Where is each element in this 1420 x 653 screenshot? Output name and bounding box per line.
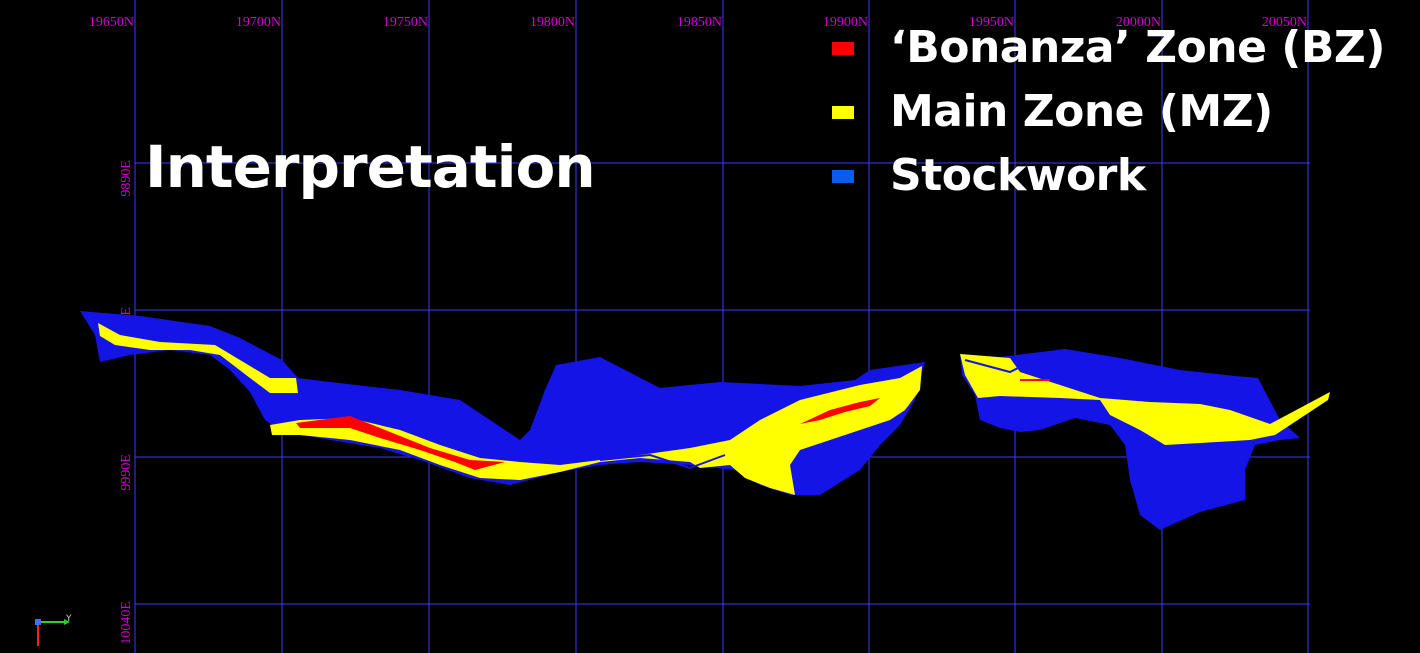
east-label: 9990E xyxy=(119,454,134,491)
north-label: 19850N xyxy=(677,15,722,30)
view-title: Interpretation xyxy=(145,133,596,201)
north-label: 19700N xyxy=(236,15,281,30)
legend-item-stockwork: Stockwork xyxy=(832,144,1385,208)
main-zone-central xyxy=(270,366,922,495)
legend-label-bonanza: ‘Bonanza’ Zone (BZ) xyxy=(890,22,1385,73)
north-label: 20050N xyxy=(1262,15,1307,30)
bonanza-zone xyxy=(296,379,1050,470)
north-label: 19750N xyxy=(383,15,428,30)
north-labels: 19650N 19700N 19750N 19800N 19850N 19900… xyxy=(89,15,1307,30)
east-label: 9890E xyxy=(119,160,134,197)
outline-central xyxy=(599,453,726,470)
north-label: 20000N xyxy=(1116,15,1161,30)
bonanza-lens-east xyxy=(800,398,880,424)
east-label: 10040E xyxy=(119,601,134,645)
legend-swatch-main-zone xyxy=(832,105,854,119)
north-label: 19900N xyxy=(823,15,868,30)
zone-outlines xyxy=(599,359,1031,470)
legend-swatch-bonanza xyxy=(832,41,854,55)
main-zone-west-limb xyxy=(98,323,298,393)
main-zone-east xyxy=(960,354,1330,445)
north-label: 19800N xyxy=(530,15,575,30)
north-label: 19650N xyxy=(89,15,134,30)
axis-y-label: Y xyxy=(66,614,72,624)
legend: ‘Bonanza’ Zone (BZ) Main Zone (MZ) Stock… xyxy=(832,16,1385,208)
legend-label-stockwork: Stockwork xyxy=(890,150,1146,201)
north-label: 19950N xyxy=(969,15,1014,30)
outline-east xyxy=(964,359,1031,374)
legend-label-main-zone: Main Zone (MZ) xyxy=(890,86,1273,137)
main-zone xyxy=(98,323,1330,495)
bonanza-lens-west xyxy=(296,416,505,470)
axis-triad-icon xyxy=(35,619,70,646)
grid xyxy=(134,0,1310,653)
legend-swatch-stockwork xyxy=(832,169,854,183)
legend-item-bonanza: ‘Bonanza’ Zone (BZ) xyxy=(832,16,1385,80)
legend-item-main-zone: Main Zone (MZ) xyxy=(832,80,1385,144)
